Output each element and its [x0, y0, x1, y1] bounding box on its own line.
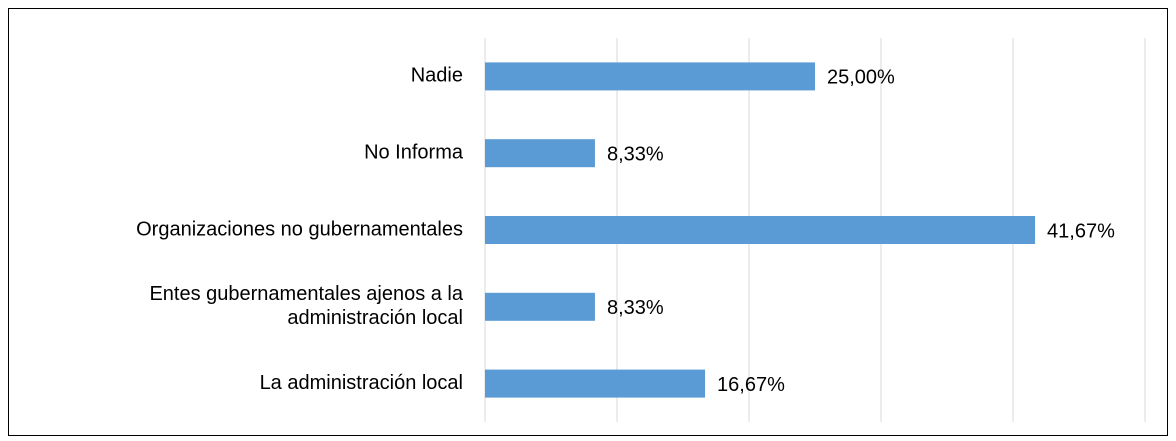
- bar: [485, 216, 1036, 244]
- bar: [485, 292, 595, 321]
- category-label: No Informa: [364, 141, 464, 163]
- value-label: 8,33%: [607, 297, 664, 319]
- value-label: 16,67%: [717, 374, 785, 396]
- value-label: 41,67%: [1047, 220, 1115, 242]
- bar: [485, 369, 706, 398]
- value-label: 8,33%: [607, 143, 664, 165]
- bar: [485, 139, 595, 168]
- category-label: Nadie: [411, 65, 463, 87]
- bar: [485, 62, 815, 91]
- category-label: Organizaciones no gubernamentales: [136, 218, 463, 240]
- category-label: Entes gubernamentales ajenos a la adminis…: [149, 283, 463, 329]
- value-label: 25,00%: [827, 67, 895, 89]
- category-label: La administración local: [260, 372, 463, 394]
